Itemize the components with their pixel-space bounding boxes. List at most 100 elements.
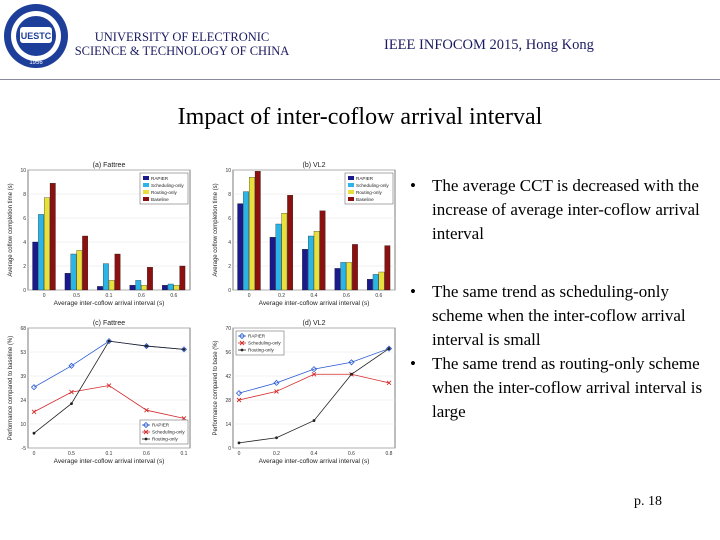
y-axis-label: Performance compared to base (%) <box>213 340 219 435</box>
chart-title: (b) VL2 <box>303 162 326 169</box>
legend-entry: RAPIER <box>151 176 169 181</box>
bar <box>313 231 320 291</box>
data-point <box>385 345 393 352</box>
bar <box>173 285 180 291</box>
chart-title: (c) Fattree <box>93 320 125 327</box>
university-line-1: UNIVERSITY OF ELECTRONIC <box>94 30 270 44</box>
bar <box>249 177 255 291</box>
chart-grid: (a) Fattree Average inter-coflow arrival … <box>4 158 404 468</box>
x-tick-label: 0.6 <box>170 293 177 299</box>
chart-fattree-performance: (c) Fattree Average inter-coflow arrival … <box>8 320 191 465</box>
x-tick-label: 0.1 <box>106 293 113 299</box>
y-tick-label: 56 <box>225 350 231 356</box>
legend-entry: Scheduling-only <box>152 430 185 435</box>
data-point <box>310 366 318 373</box>
legend-swatch <box>348 197 354 201</box>
y-tick-label: 70 <box>225 326 231 332</box>
x-tick-label: 0.6 <box>343 293 350 299</box>
legend-entry: RAPIER <box>356 176 374 181</box>
bar <box>108 280 115 291</box>
bar <box>372 274 379 291</box>
x-axis-label: Average inter-coflow arrival interval (s… <box>54 300 165 307</box>
x-tick-label: 0.8 <box>386 451 393 457</box>
chart-fattree-cct: (a) Fattree Average inter-coflow arrival … <box>8 162 191 307</box>
x-tick-label: 0 <box>33 451 36 457</box>
y-tick-label: 28 <box>225 398 231 404</box>
bar <box>237 203 244 291</box>
bar <box>114 253 121 291</box>
legend-swatch <box>143 183 149 187</box>
data-point <box>181 416 187 421</box>
bullet-routing-trend: The same trend as routing-only scheme wh… <box>406 352 712 424</box>
bar <box>302 249 308 291</box>
x-tick-label: 0.6 <box>375 293 382 299</box>
data-point <box>238 332 246 340</box>
slide-title: Impact of inter-coflow arrival interval <box>177 104 543 130</box>
x-tick-label: 0.4 <box>311 293 318 299</box>
y-tick-label: 10 <box>225 168 231 174</box>
legend-entry: Routing-only <box>248 348 274 353</box>
bar <box>32 241 39 291</box>
x-tick-label: 0 <box>238 451 241 457</box>
data-point <box>107 339 111 343</box>
legend-entry: Routing-only <box>152 437 178 442</box>
y-tick-label: 8 <box>23 192 26 198</box>
bar <box>179 265 186 291</box>
data-point <box>350 372 353 376</box>
bar <box>82 235 89 291</box>
y-axis-label: Average coflow completion time (s) <box>213 183 219 276</box>
legend-swatch <box>348 176 354 180</box>
data-point <box>275 436 278 440</box>
y-tick-label: 10 <box>20 168 26 174</box>
legend-entry: Scheduling-only <box>248 341 281 346</box>
x-tick-label: 0 <box>248 293 251 299</box>
bar <box>366 279 373 291</box>
y-axis-label: Performance compared to baseline (%) <box>8 336 14 440</box>
y-tick-label: 42 <box>225 374 231 380</box>
y-tick-label: 4 <box>23 240 26 246</box>
page-number: p. 18 <box>634 494 662 509</box>
x-axis-label: Average inter-coflow arrival interval (s… <box>259 300 370 307</box>
bar <box>167 283 174 291</box>
data-point <box>239 340 245 346</box>
x-tick-label: 0.4 <box>311 451 318 457</box>
data-point <box>145 344 148 348</box>
data-point <box>144 437 148 441</box>
y-tick-label: 14 <box>225 422 231 428</box>
data-point <box>240 348 244 352</box>
data-point <box>386 380 392 386</box>
data-point <box>30 384 38 391</box>
y-tick-label: 6 <box>228 216 231 222</box>
conference-name: IEEE INFOCOM 2015, Hong Kong <box>384 37 594 53</box>
bar <box>97 286 103 291</box>
legend-swatch <box>348 190 354 194</box>
x-tick-label: 0.1 <box>106 451 113 457</box>
legend-swatch <box>143 197 149 201</box>
legend-entry: RAPIER <box>248 334 266 339</box>
x-tick-label: 0.6 <box>138 293 145 299</box>
data-point <box>31 409 37 415</box>
x-axis-label: Average inter-coflow arrival interval (s… <box>259 458 370 465</box>
y-tick-label: 53 <box>20 350 26 356</box>
y-tick-label: 0 <box>228 288 231 294</box>
data-point <box>70 402 73 406</box>
x-tick-label: 0.2 <box>278 293 285 299</box>
y-tick-label: 10 <box>20 422 26 428</box>
y-tick-label: 2 <box>228 264 231 270</box>
bar <box>129 285 136 291</box>
bar <box>281 213 288 291</box>
legend-swatch <box>143 190 149 194</box>
x-tick-label: 0.1 <box>181 451 188 457</box>
bar <box>346 262 352 291</box>
bar <box>378 271 385 291</box>
x-tick-label: 0.2 <box>273 451 280 457</box>
data-point <box>312 419 316 422</box>
bar <box>308 235 314 291</box>
data-point <box>105 338 113 345</box>
bar <box>340 262 347 291</box>
university-name: UNIVERSITY OF ELECTRONIC SCIENCE & TECHN… <box>62 30 302 58</box>
y-tick-label: 68 <box>20 326 26 332</box>
bar <box>44 197 50 291</box>
x-axis-label: Average inter-coflow arrival interval (s… <box>54 458 165 465</box>
data-point <box>143 429 149 435</box>
